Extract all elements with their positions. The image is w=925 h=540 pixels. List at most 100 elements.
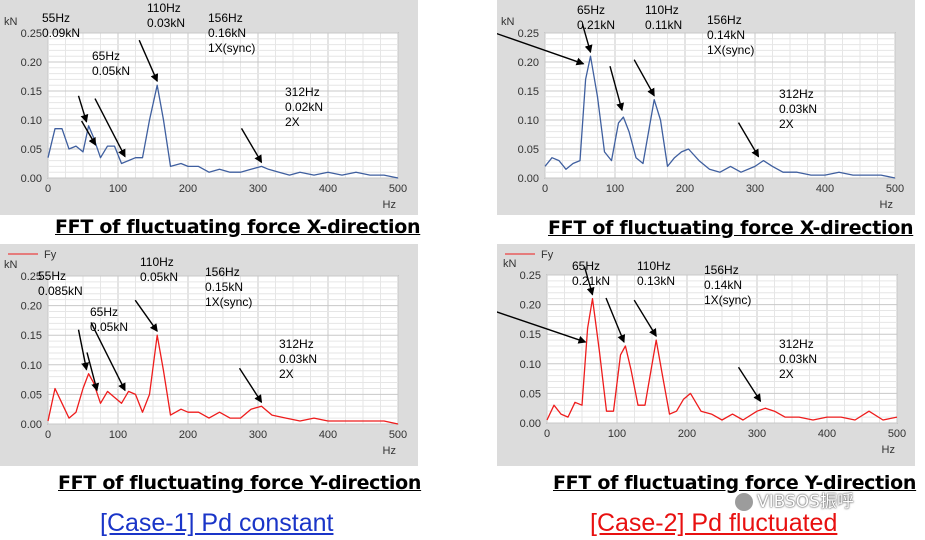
annotation-arrow [90,322,126,392]
annotation-text: 65Hz [92,49,120,63]
annotation-arrow [138,39,159,83]
annotation-text: 65Hz [577,3,605,17]
annotation-text: 0.09kN [42,26,80,40]
annotation-arrow [238,367,263,404]
annotation-text: 0.05kN [90,320,128,334]
y-axis-label: kN [4,16,18,28]
series-line [47,84,399,179]
x-tick-label: 400 [816,183,834,195]
chart-case2-fx: kN 0.00 0.05 0.10 0.15 0.20 0.25 0 100 200 300 400 5… [497,3,904,211]
annotation-text: 0.14kN [704,278,742,292]
x-tick-label: 100 [608,428,626,440]
annotation-arrow [633,299,657,337]
annotation-arrow [497,311,587,344]
annotation-text: 156Hz [707,13,742,27]
chart-case1-fx: kN 0.00 0.05 0.10 0.15 0.20 0.25 0 100 200 300 400 5… [4,1,407,211]
x-tick-label: 300 [249,429,267,441]
annotation-text: 110Hz [637,259,671,273]
x-tick-label: 200 [179,429,197,441]
annotation-text: 110Hz [645,3,679,17]
y-tick-label: 0.05 [520,388,541,400]
annotation-text: 0.16kN [208,26,246,40]
y-tick-label: 0.15 [520,329,541,341]
y-tick-label: 0.05 [21,144,42,156]
annotation-text: 1X(sync) [707,43,754,57]
annotation-text: 1X(sync) [205,295,252,309]
x-tick-label: 400 [818,428,836,440]
annotation-arrow [737,122,760,158]
annotation-text: 2X [285,115,300,129]
x-tick-label: 0 [45,429,51,441]
annotation-text: 0.03kN [779,352,817,366]
legend-label: Fy [44,249,57,261]
annotation-text: 156Hz [208,11,243,25]
annotation-arrow [94,98,126,158]
x-tick-label: 400 [319,429,337,441]
y-tick-label: 0.00 [21,173,42,185]
x-tick-label: 200 [678,428,696,440]
annotation-text: 0.03kN [779,102,817,116]
annotation-text: 0.14kN [707,28,745,42]
annotation-arrow [737,366,762,403]
x-tick-label: 0 [45,183,51,195]
y-tick-label: 0.20 [520,300,541,312]
annotation-text: 0.03kN [147,16,185,30]
x-tick-label: 300 [748,428,766,440]
y-tick-label: 0.25 [21,271,42,283]
x-tick-label: 100 [109,183,127,195]
watermark-text: VIBSOS振呼 [757,492,854,512]
annotation-text: 2X [279,367,294,381]
y-tick-label: 0.05 [518,144,539,156]
caption-case1-fx: FFT of fluctuating force X-direction [55,216,421,238]
annotation-text: 55Hz [38,269,66,283]
y-tick-label: 0.00 [518,173,539,185]
chart-case1-fy: Fy kN 0.00 0.05 0.10 0.15 0.20 0.25 0 100 200 300 40… [4,249,407,457]
annotation-text: 156Hz [704,263,739,277]
annotation-text: 55Hz [42,11,70,25]
y-tick-label: 0.25 [520,270,541,282]
y-tick-label: 0.00 [21,419,42,431]
chart-panel-case2-fx: kN 0.00 0.05 0.10 0.15 0.20 0.25 0 100 200 300 400 5… [497,0,915,215]
case1-label: [Case-1] Pd constant [100,509,334,537]
annotation-text: 0.11kN [645,18,682,32]
watermark: VIBSOS振呼 [735,487,854,512]
annotation-arrow [134,299,158,333]
caption-case1-fy: FFT of fluctuating force Y-direction [58,472,422,494]
y-tick-label: 0.10 [520,359,541,371]
x-tick-label: 200 [676,183,694,195]
annotation-arrow [497,32,585,66]
y-tick-label: 0.25 [21,28,42,40]
caption-case2-fx: FFT of fluctuating force X-direction [548,217,914,239]
annotation-text: 110Hz [147,1,181,15]
annotation-text: 65Hz [90,305,118,319]
x-tick-label: 500 [888,428,906,440]
chart-panel-case2-fy: Fy kN 0.00 0.05 0.10 0.15 0.20 0.25 0 100 200 300 40… [497,244,915,466]
x-tick-label: 0 [542,183,548,195]
y-tick-label: 0.25 [518,28,539,40]
x-axis-label: Hz [383,199,396,211]
annotation-text: 0.05kN [140,270,178,284]
annotation-text: 0.03kN [279,352,317,366]
y-axis-label: kN [503,258,517,270]
case2-label: [Case-2] Pd fluctuated [590,509,838,537]
annotation-arrow [77,95,89,123]
y-axis-label: kN [4,259,18,271]
x-tick-label: 100 [606,183,624,195]
annotation-text: 312Hz [779,87,814,101]
x-tick-label: 200 [179,183,197,195]
annotation-text: 65Hz [572,259,600,273]
y-tick-label: 0.20 [21,301,42,313]
